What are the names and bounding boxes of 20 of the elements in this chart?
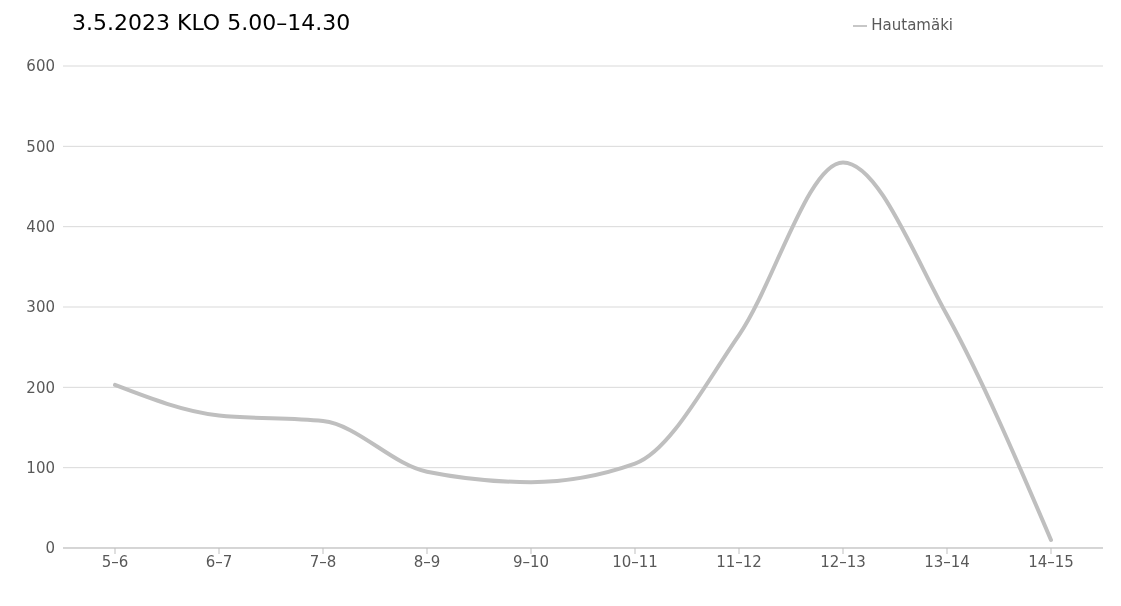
x-tick-label: 10–11 [612, 552, 658, 571]
x-tick-label: 6–7 [205, 552, 233, 571]
line-series [113, 160, 1053, 542]
y-tick-label: 0 [45, 539, 55, 558]
x-tick-label: 13–14 [924, 552, 970, 571]
x-tick-label: 11–12 [716, 552, 762, 571]
y-tick-label: 400 [26, 217, 55, 236]
y-tick-label: 600 [26, 57, 55, 76]
y-tick-label: 200 [26, 378, 55, 397]
legend-label: Hautamäki [871, 16, 953, 34]
x-tick-label: 5–6 [101, 552, 129, 571]
y-tick-label: 500 [26, 137, 55, 156]
chart-title: 3.5.2023 KLO 5.00–14.30 [72, 10, 351, 35]
x-tick-label: 9–10 [512, 552, 550, 571]
y-tick-label: 100 [26, 458, 55, 477]
y-tick-label: 300 [26, 298, 55, 317]
x-tick-label: 8–9 [413, 552, 441, 571]
x-tick-label: 7–8 [309, 552, 337, 571]
x-tick-label: 14–15 [1028, 552, 1074, 571]
x-tick-label: 12–13 [820, 552, 866, 571]
